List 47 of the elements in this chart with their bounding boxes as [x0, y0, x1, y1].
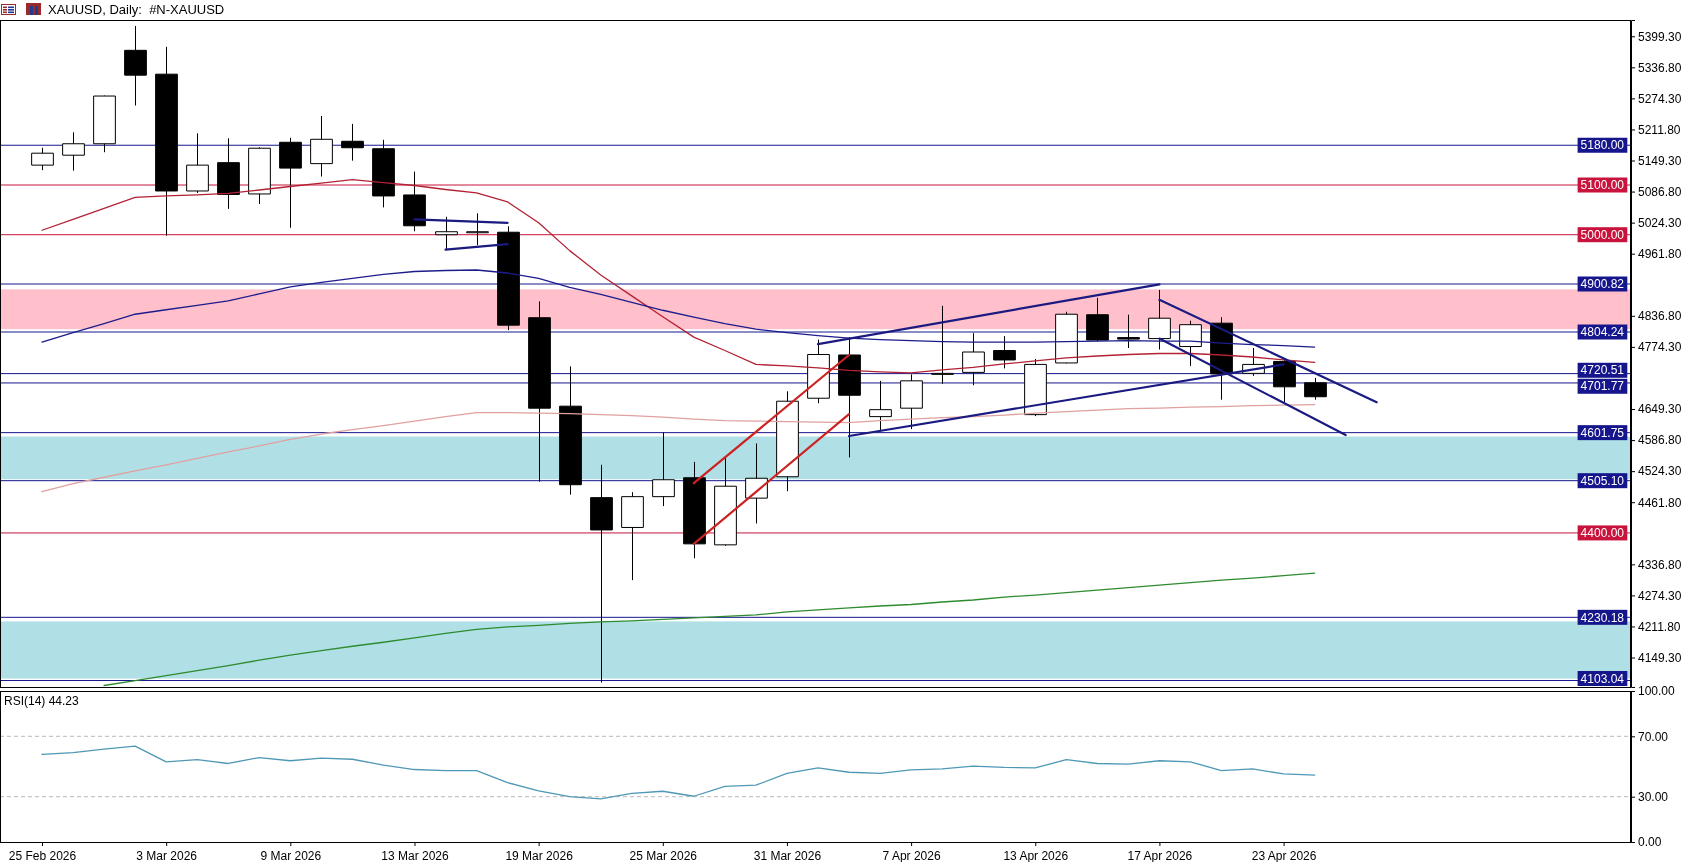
- y-tick-label: 4586.80: [1638, 433, 1682, 448]
- x-tick-label: 9 Mar 2026: [260, 848, 322, 862]
- y-tick-label: 5211.80: [1638, 122, 1681, 137]
- y-tick-label: 4336.80: [1638, 557, 1682, 572]
- y-tick-label: 4836.80: [1638, 309, 1682, 324]
- x-tick-label: 25 Feb 2026: [8, 848, 77, 862]
- y-tick-label: 4961.80: [1638, 247, 1682, 262]
- ref-line-label: 4701.77: [1580, 379, 1625, 394]
- y-tick-label: 100.00: [1638, 684, 1676, 699]
- x-tick-label: 3 Mar 2026: [136, 848, 198, 862]
- ref-line-label: 4230.18: [1580, 610, 1625, 625]
- x-tick-label: 19 Mar 2026: [505, 848, 574, 862]
- x-tick-label: 7 Apr 2026: [882, 848, 941, 862]
- chart-title: XAUUSD, Daily: #N-XAUUSD: [48, 2, 225, 17]
- y-tick-label: 0.00: [1638, 835, 1662, 850]
- y-tick-label: 4774.30: [1638, 340, 1682, 355]
- y-tick-label: 4649.30: [1638, 402, 1682, 417]
- ref-line-label: 4505.10: [1580, 473, 1625, 488]
- ref-line-label: 4720.51: [1580, 363, 1625, 378]
- y-tick-label: 30.00: [1638, 790, 1669, 805]
- chart-title: RSI(14) 44.23: [4, 694, 80, 708]
- x-tick-label: 31 Mar 2026: [753, 848, 822, 862]
- y-tick-label: 4274.30: [1638, 588, 1682, 603]
- ref-line-label: 5000.00: [1580, 227, 1625, 242]
- x-tick-label: 13 Mar 2026: [381, 848, 449, 862]
- ref-line-label: 4400.00: [1580, 526, 1625, 541]
- y-tick-label: 4461.80: [1638, 495, 1682, 510]
- ref-line-label: 4804.24: [1580, 325, 1625, 340]
- y-tick-label: 5086.80: [1638, 184, 1682, 199]
- x-tick-label: 13 Apr 2026: [1003, 848, 1069, 862]
- x-tick-label: 25 Mar 2026: [629, 848, 698, 862]
- x-tick-label: 23 Apr 2026: [1251, 848, 1317, 862]
- y-tick-label: 4211.80: [1638, 619, 1681, 634]
- y-tick-label: 5399.30: [1638, 29, 1682, 44]
- y-tick-label: 5149.30: [1638, 153, 1682, 168]
- y-tick-label: 4524.30: [1638, 464, 1682, 479]
- ref-line-label: 5180.00: [1580, 138, 1625, 153]
- y-tick-label: 5024.30: [1638, 215, 1682, 230]
- ref-line-label: 4900.82: [1580, 277, 1625, 292]
- y-tick-label: 5336.80: [1638, 60, 1682, 75]
- ref-line-label: 4601.75: [1580, 425, 1625, 440]
- y-tick-label: 5274.30: [1638, 91, 1682, 106]
- ref-line-label: 4103.04: [1580, 671, 1625, 686]
- y-tick-label: 70.00: [1638, 729, 1669, 744]
- x-tick-label: 17 Apr 2026: [1127, 848, 1193, 862]
- ref-line-label: 5100.00: [1580, 178, 1625, 193]
- y-tick-label: 4149.30: [1638, 650, 1682, 665]
